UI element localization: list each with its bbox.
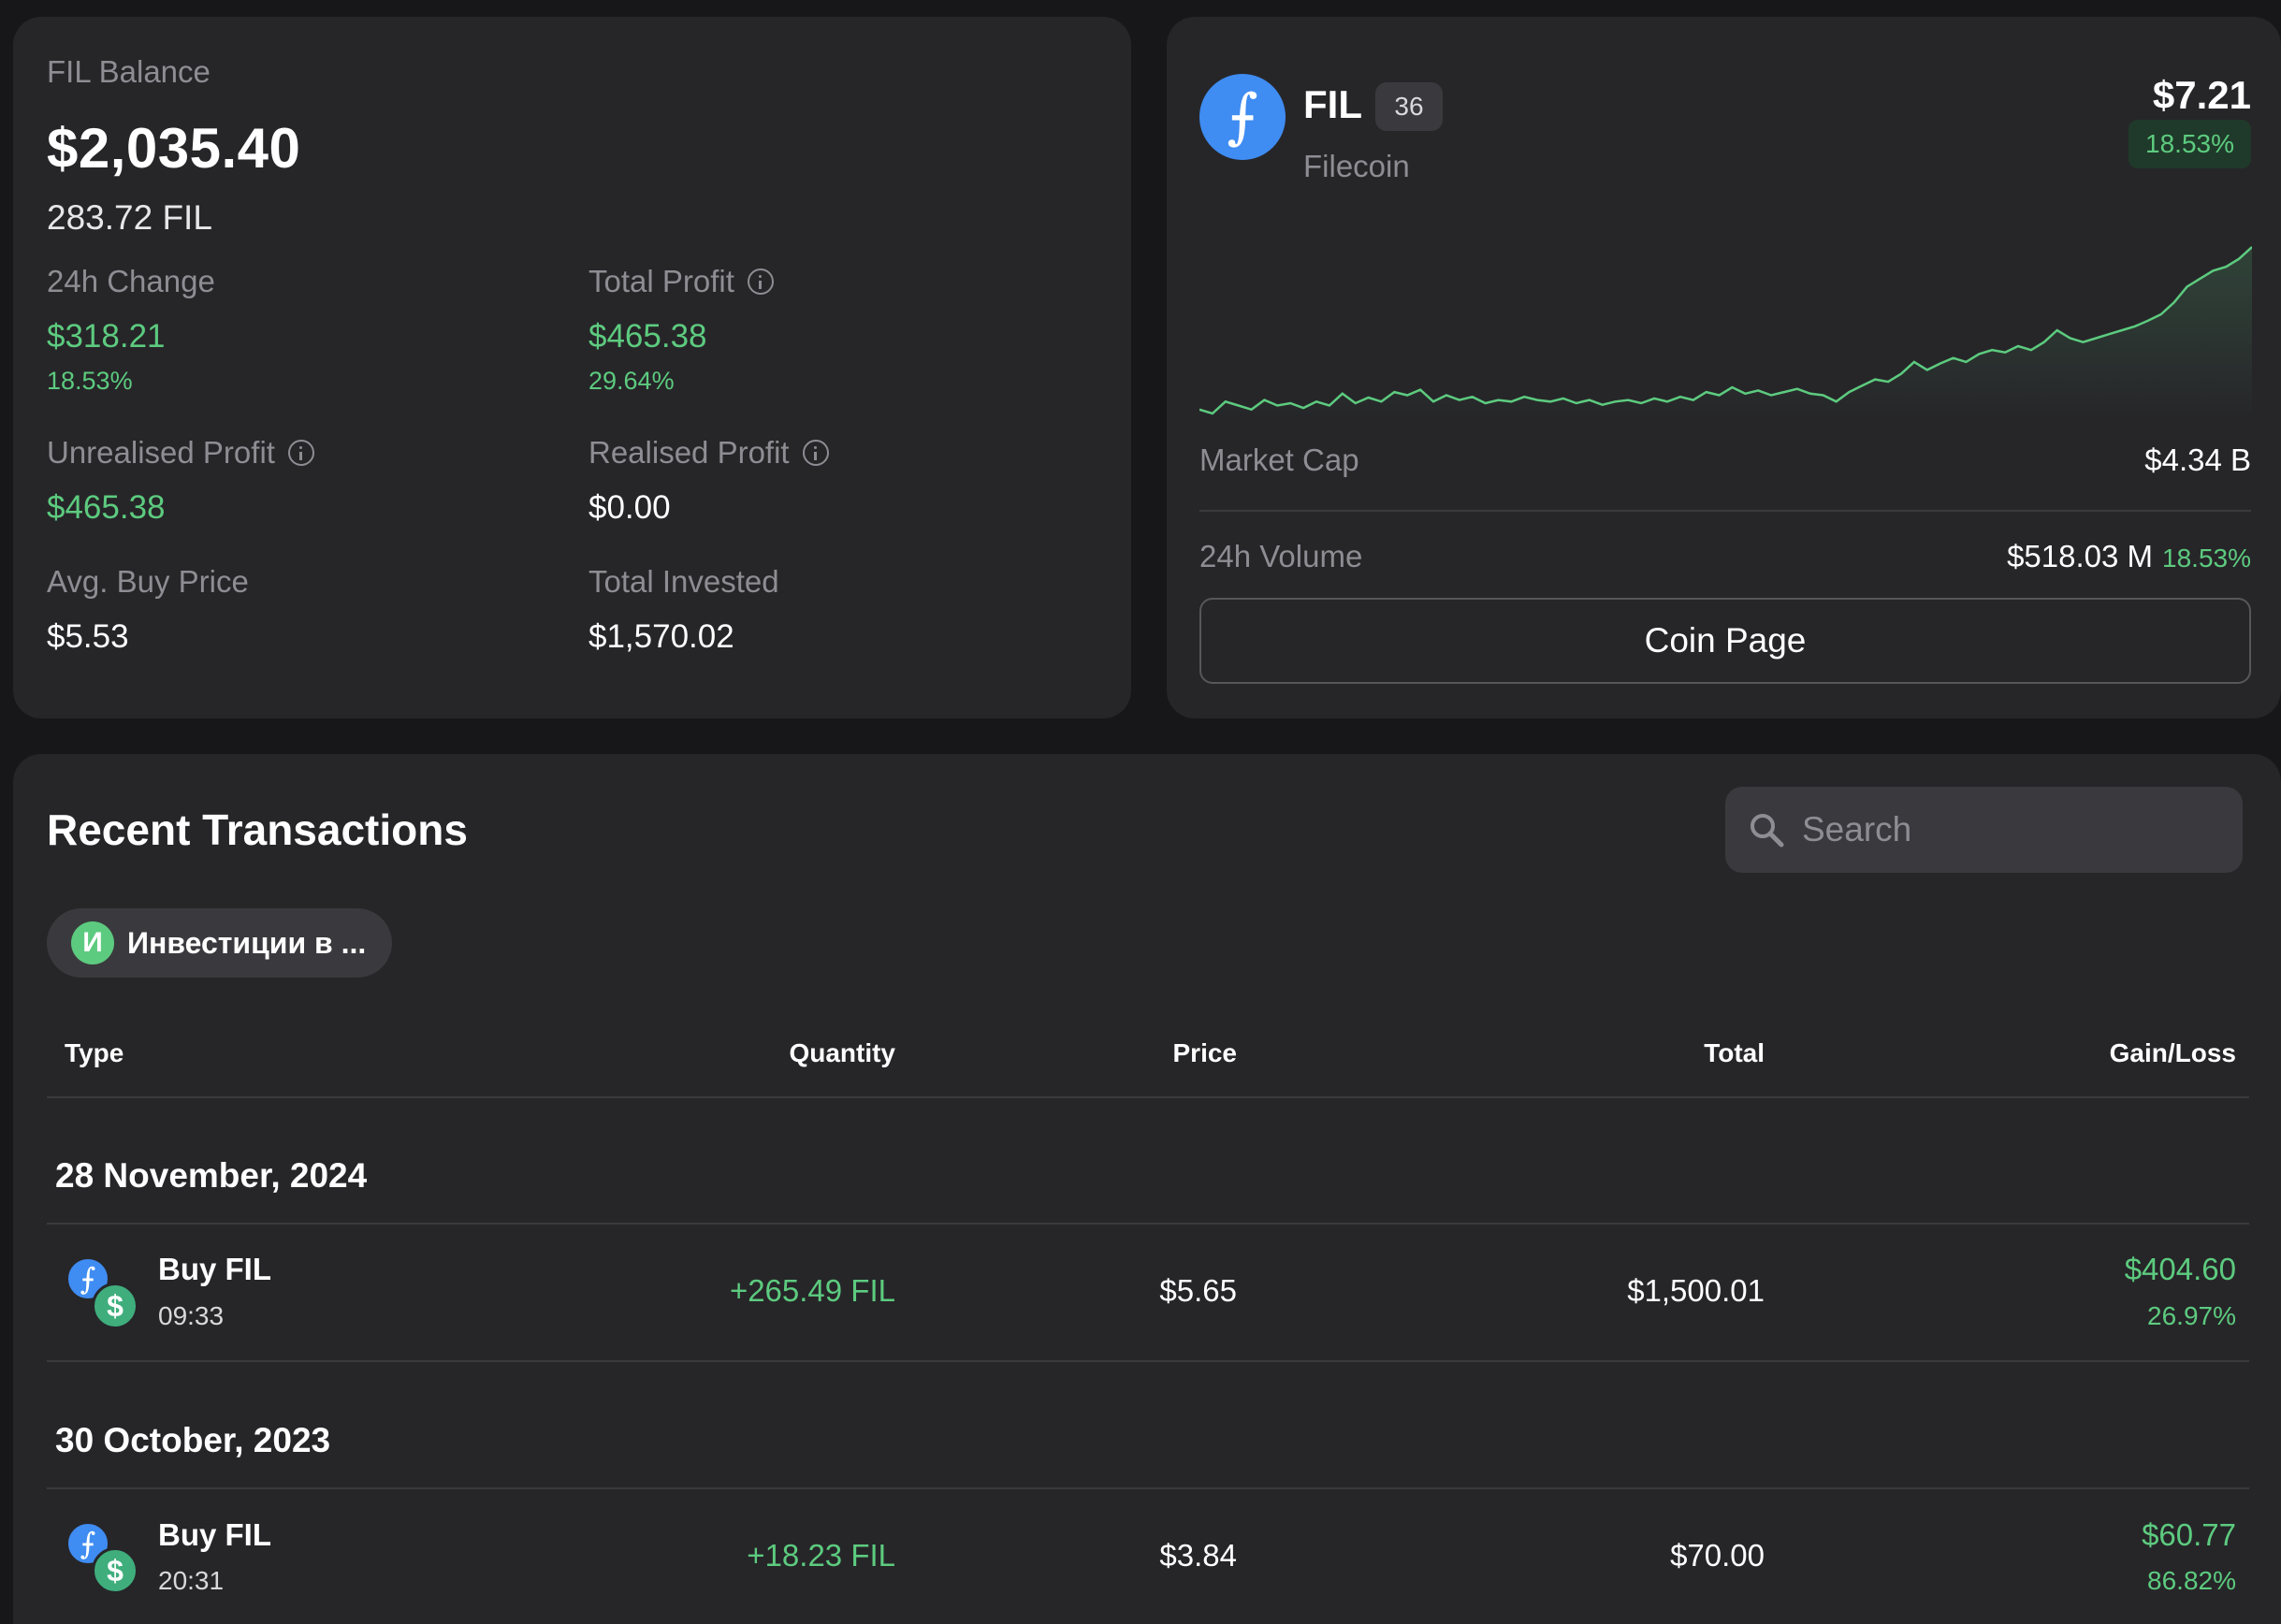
column-header-type[interactable]: Type [65, 1038, 124, 1067]
stat-value: $0.00 [588, 489, 671, 526]
stat-value: $318.21 [47, 318, 166, 355]
market-cap-label: Market Cap [1199, 442, 1359, 477]
stat-avg-buy-price: Avg. Buy Price $5.53 [47, 564, 249, 656]
price-sparkline [1199, 246, 2252, 419]
market-cap-value: $4.34 B [2144, 442, 2251, 477]
buy-fil-icon: ⨍ $ [65, 1256, 138, 1329]
tx-total: $70.00 [1670, 1538, 1765, 1573]
tx-price: $5.65 [1159, 1273, 1237, 1308]
column-header-gain-loss[interactable]: Gain/Loss [2109, 1038, 2236, 1067]
dollar-icon: $ [92, 1547, 138, 1594]
tx-gain-percent: 26.97% [2147, 1301, 2236, 1330]
stat-value: $465.38 [47, 489, 166, 526]
sparkline-area [1199, 247, 2252, 419]
coin-symbol: FIL [1303, 82, 1362, 126]
tx-total: $1,500.01 [1627, 1273, 1765, 1308]
volume-value: $518.03 M [2007, 539, 2154, 573]
volume-label: 24h Volume [1199, 539, 1363, 573]
stat-total-profit: Total Profit $465.38 29.64% [588, 264, 774, 396]
stat-realised-profit: Realised Profit $0.00 [588, 435, 829, 527]
tx-type: Buy FIL [158, 1517, 271, 1552]
tx-type: Buy FIL [158, 1252, 271, 1286]
row-divider [47, 1487, 2249, 1489]
info-icon[interactable] [287, 440, 314, 466]
date-group-header: 28 November, 2024 [55, 1156, 368, 1195]
stat-label: Total Profit [588, 264, 734, 298]
coin-change-badge: 18.53% [2128, 120, 2251, 168]
volume-row: 24h Volume $518.03 M 18.53% [1199, 539, 2251, 574]
buy-fil-icon: ⨍ $ [65, 1521, 138, 1594]
tx-quantity: +18.23 FIL [747, 1538, 895, 1573]
stat-unrealised-profit: Unrealised Profit $465.38 [47, 435, 314, 527]
tx-time: 09:33 [158, 1301, 225, 1330]
stat-label: Avg. Buy Price [47, 564, 249, 599]
stat-24h-change: 24h Change $318.21 18.53% [47, 264, 215, 396]
rank-badge: 36 [1375, 82, 1443, 131]
stat-label: Total Invested [588, 564, 779, 599]
tx-gain-percent: 86.82% [2147, 1566, 2236, 1595]
divider [1199, 510, 2251, 512]
row-divider [47, 1223, 2249, 1225]
tx-gain: $60.77 [2142, 1517, 2236, 1552]
date-group-header: 30 October, 2023 [55, 1421, 331, 1459]
stat-label: 24h Change [47, 264, 215, 298]
column-header-quantity[interactable]: Quantity [789, 1038, 895, 1067]
portfolio-filter-chip[interactable]: И Инвестиции в ... [47, 908, 393, 978]
tx-quantity: +265.49 FIL [729, 1273, 895, 1308]
stat-value: $5.53 [47, 618, 129, 655]
balance-value: $2,035.40 [47, 117, 301, 180]
tx-gain: $404.60 [2124, 1252, 2236, 1286]
stat-percent: 29.64% [588, 367, 675, 395]
column-header-total[interactable]: Total [1704, 1038, 1765, 1067]
row-divider [47, 1360, 2249, 1362]
filecoin-logo-icon: ⨍ [1199, 74, 1286, 160]
tx-price: $3.84 [1159, 1538, 1237, 1573]
balance-amount: 283.72 FIL [47, 198, 212, 237]
info-icon[interactable] [747, 268, 774, 295]
portfolio-avatar: И [71, 921, 114, 964]
column-header-price[interactable]: Price [1172, 1038, 1238, 1067]
transactions-title: Recent Transactions [47, 805, 468, 854]
info-icon[interactable] [802, 440, 829, 466]
coin-price: $7.21 [2152, 73, 2251, 117]
search-icon [1751, 814, 1784, 848]
dollar-icon: $ [92, 1283, 138, 1329]
volume-percent: 18.53% [2162, 544, 2251, 573]
coin-name: Filecoin [1303, 149, 1410, 183]
tx-time: 20:31 [158, 1566, 225, 1595]
stat-label: Realised Profit [588, 435, 790, 470]
filecoin-icon: ⨍ [65, 1521, 110, 1566]
balance-card: FIL Balance $2,035.40 283.72 FIL 24h Cha… [13, 17, 1131, 718]
stat-value: $1,570.02 [588, 618, 734, 655]
transactions-card: Recent Transactions И Инвестиции в ... T… [13, 754, 2281, 1624]
stat-label: Unrealised Profit [47, 435, 275, 470]
stat-value: $465.38 [588, 318, 707, 355]
balance-label: FIL Balance [47, 54, 211, 89]
coin-card: ⨍ FIL 36 Filecoin $7.21 18.53% Market Ca… [1167, 17, 2281, 718]
coin-page-button[interactable]: Coin Page [1199, 598, 2251, 684]
stat-percent: 18.53% [47, 367, 133, 395]
search-input[interactable] [1802, 810, 2214, 849]
search-box[interactable] [1725, 787, 2243, 873]
sparkline-line [1199, 246, 2252, 415]
portfolio-chip-label: Инвестиции в ... [127, 925, 367, 960]
market-cap-row: Market Cap $4.34 B [1199, 442, 2251, 478]
header-divider [47, 1096, 2249, 1098]
stat-total-invested: Total Invested $1,570.02 [588, 564, 779, 656]
